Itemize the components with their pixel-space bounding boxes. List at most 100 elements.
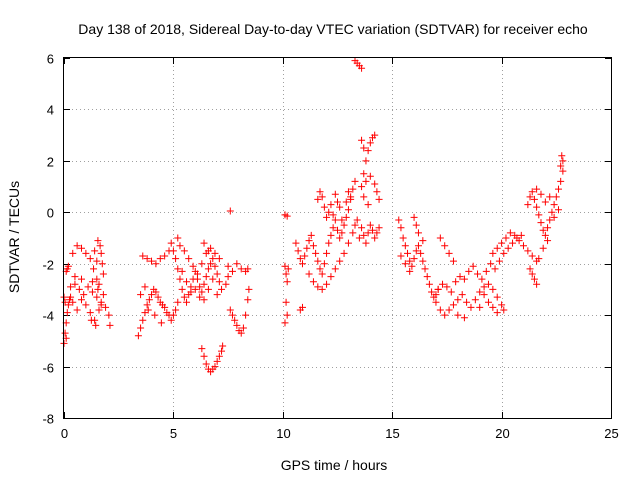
- data-point: [78, 244, 86, 252]
- series-d4: [524, 152, 567, 263]
- series-c5: [358, 131, 383, 209]
- data-point: [480, 291, 488, 299]
- data-point: [202, 360, 210, 368]
- data-point: [91, 247, 99, 255]
- data-point: [559, 157, 567, 165]
- series-b5: [222, 207, 253, 337]
- data-point: [559, 167, 567, 175]
- data-point: [213, 270, 221, 278]
- data-point: [460, 314, 468, 322]
- data-point: [231, 316, 239, 324]
- data-point: [239, 324, 247, 332]
- data-point: [283, 212, 291, 220]
- data-point: [417, 249, 425, 257]
- data-point: [305, 237, 313, 245]
- data-point: [88, 278, 96, 286]
- data-point: [519, 242, 527, 250]
- data-point: [375, 224, 383, 232]
- data-point: [340, 221, 348, 229]
- data-point: [172, 255, 180, 263]
- data-point: [412, 247, 420, 255]
- data-point: [82, 249, 90, 257]
- data-point: [541, 231, 549, 239]
- data-point: [148, 257, 156, 265]
- y-axis-label: SDTVAR / TECUs: [6, 181, 22, 293]
- data-point: [228, 267, 236, 275]
- data-point: [550, 201, 558, 209]
- data-point: [226, 306, 234, 314]
- data-point: [78, 275, 86, 283]
- data-point: [515, 237, 523, 245]
- data-point: [436, 234, 444, 242]
- data-point: [526, 193, 534, 201]
- x-tick-label: 0: [61, 426, 68, 441]
- data-point: [198, 260, 206, 268]
- data-point: [371, 234, 379, 242]
- data-point: [99, 270, 107, 278]
- data-point: [167, 316, 175, 324]
- data-point: [558, 152, 566, 160]
- data-point: [75, 285, 83, 293]
- data-point: [331, 190, 339, 198]
- data-point: [550, 213, 558, 221]
- data-point: [137, 291, 145, 299]
- data-point: [204, 285, 212, 293]
- data-point: [211, 262, 219, 270]
- data-point: [399, 234, 407, 242]
- data-point: [185, 255, 193, 263]
- data-point: [366, 139, 374, 147]
- data-point: [434, 285, 442, 293]
- data-point: [351, 177, 359, 185]
- data-point: [102, 303, 110, 311]
- data-point: [364, 147, 372, 155]
- data-point: [423, 273, 431, 281]
- data-point: [412, 221, 420, 229]
- data-point: [526, 265, 534, 273]
- data-point: [244, 265, 252, 273]
- data-point: [336, 203, 344, 211]
- data-point: [445, 306, 453, 314]
- data-point: [436, 306, 444, 314]
- data-point: [493, 293, 501, 301]
- data-point: [500, 249, 508, 257]
- data-point: [78, 296, 86, 304]
- data-point: [157, 319, 165, 327]
- data-point: [211, 363, 219, 371]
- data-point: [90, 265, 98, 273]
- data-point: [169, 311, 177, 319]
- data-point: [432, 291, 440, 299]
- data-point: [218, 285, 226, 293]
- data-point: [358, 183, 366, 191]
- data-point: [528, 252, 536, 260]
- data-point: [294, 247, 302, 255]
- data-point: [87, 316, 95, 324]
- data-point: [511, 231, 519, 239]
- data-point: [366, 172, 374, 180]
- data-point: [546, 216, 554, 224]
- data-point: [358, 136, 366, 144]
- data-point: [338, 216, 346, 224]
- data-point: [314, 283, 322, 291]
- data-point: [471, 296, 479, 304]
- data-point: [347, 193, 355, 201]
- data-point: [307, 231, 315, 239]
- data-point: [489, 285, 497, 293]
- data-point: [282, 270, 290, 278]
- data-point: [351, 221, 359, 229]
- data-point: [342, 198, 350, 206]
- data-point: [176, 275, 184, 283]
- data-point: [364, 201, 372, 209]
- data-point: [61, 329, 69, 337]
- data-point: [544, 237, 552, 245]
- data-point: [419, 257, 427, 265]
- data-point: [344, 239, 352, 247]
- data-point: [209, 275, 217, 283]
- data-point: [517, 231, 525, 239]
- y-tick-label: -4: [42, 309, 54, 324]
- series-b4: [198, 342, 227, 376]
- data-point: [316, 265, 324, 273]
- data-point: [242, 311, 250, 319]
- data-point: [156, 255, 164, 263]
- data-point: [500, 306, 508, 314]
- data-point: [465, 267, 473, 275]
